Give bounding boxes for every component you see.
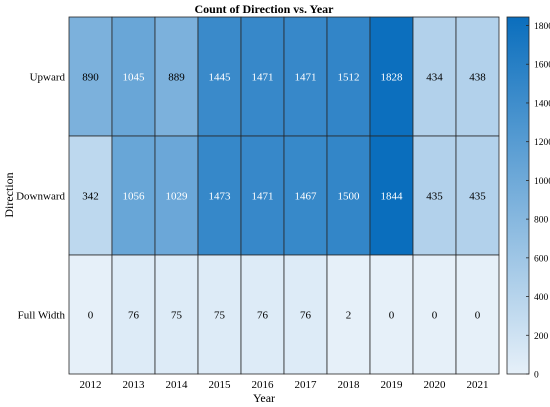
y-tick-label: Downward <box>16 191 65 203</box>
heatmap-cell <box>369 16 414 137</box>
y-axis-label: Direction <box>2 172 16 217</box>
heatmap-cell <box>412 254 457 375</box>
heatmap-cell <box>154 254 199 375</box>
heatmap-cell <box>369 135 414 256</box>
cell-value-label: 0 <box>389 310 395 322</box>
colorbar <box>506 16 530 375</box>
heatmap-cell <box>283 16 328 137</box>
heatmap-cells <box>68 16 500 375</box>
cell-value-label: 890 <box>82 72 99 84</box>
colorbar-tick-label: 200 <box>534 332 549 342</box>
heatmap-cell <box>326 254 371 375</box>
heatmap-cell <box>283 135 328 256</box>
cell-value-label: 1045 <box>123 72 146 84</box>
x-tick-label: 2020 <box>424 379 447 391</box>
cell-value-label: 2 <box>346 310 352 322</box>
heatmap-cell <box>154 135 199 256</box>
chart-title: Count of Direction vs. Year <box>195 2 335 16</box>
cell-value-label: 0 <box>432 310 438 322</box>
heatmap-cell <box>111 254 156 375</box>
heatmap-cell <box>240 254 285 375</box>
colorbar-tick-label: 400 <box>534 293 549 303</box>
cell-value-label: 434 <box>426 72 443 84</box>
cell-value-label: 1844 <box>381 191 404 203</box>
heatmap-cell <box>369 254 414 375</box>
cell-value-label: 1467 <box>295 191 318 203</box>
cell-value-label: 1512 <box>338 72 360 84</box>
y-axis-tick-labels: Upward Downward Full Width <box>16 72 65 322</box>
colorbar-tick-label: 1800 <box>534 22 550 32</box>
x-tick-label: 2014 <box>166 379 189 391</box>
colorbar-tick-label: 1600 <box>534 61 550 71</box>
cell-value-label: 0 <box>88 310 94 322</box>
heatmap-cell <box>326 135 371 256</box>
colorbar-tick-label: 1200 <box>534 138 550 148</box>
cell-value-label: 1471 <box>252 191 274 203</box>
x-tick-label: 2021 <box>467 379 489 391</box>
heatmap-cell <box>68 254 113 375</box>
cell-value-label: 889 <box>168 72 185 84</box>
cell-value-label: 435 <box>426 191 443 203</box>
cell-value-label: 1471 <box>295 72 317 84</box>
cell-value-label: 75 <box>171 310 183 322</box>
cell-value-label: 1056 <box>123 191 146 203</box>
heatmap-cell <box>455 135 500 256</box>
cell-value-label: 435 <box>469 191 486 203</box>
cell-value-label: 1445 <box>209 72 232 84</box>
x-axis-tick-labels: 2012 2013 2014 2015 2016 2017 2018 2019 2020 2021 <box>80 379 489 391</box>
cell-value-label: 342 <box>82 191 99 203</box>
y-tick-label: Upward <box>30 72 66 84</box>
heatmap-cell <box>197 16 242 137</box>
colorbar-tick-label: 1400 <box>534 99 550 109</box>
cell-value-label: 1029 <box>166 191 189 203</box>
x-tick-label: 2018 <box>338 379 361 391</box>
heatmap-cell <box>455 254 500 375</box>
x-tick-label: 2013 <box>123 379 146 391</box>
cell-value-label: 76 <box>257 310 269 322</box>
heatmap-cell <box>111 16 156 137</box>
cell-value-label: 76 <box>128 310 140 322</box>
colorbar-tick-label: 0 <box>534 371 539 381</box>
heatmap-cell <box>412 135 457 256</box>
heatmap-cell <box>240 16 285 137</box>
cell-value-label: 1828 <box>381 72 404 84</box>
heatmap-cell <box>111 135 156 256</box>
x-axis-label: Year <box>253 391 275 405</box>
heatmap-cell <box>68 16 113 137</box>
colorbar-tick-label: 1000 <box>534 177 550 187</box>
cell-value-label: 1471 <box>252 72 274 84</box>
heatmap-cell <box>455 16 500 137</box>
cell-value-label: 75 <box>214 310 226 322</box>
x-tick-label: 2017 <box>295 379 318 391</box>
colorbar-tick-label: 600 <box>534 254 549 264</box>
x-tick-label: 2019 <box>381 379 404 391</box>
cell-value-label: 1500 <box>338 191 361 203</box>
heatmap-cell-labels: 890 1045 889 1445 1471 1471 1512 1828 434 438 342 1… <box>82 72 486 322</box>
cell-value-label: 438 <box>469 72 486 84</box>
cell-value-label: 1473 <box>209 191 232 203</box>
x-tick-label: 2015 <box>209 379 232 391</box>
heatmap-cell <box>197 135 242 256</box>
heatmap-cell <box>154 16 199 137</box>
x-tick-label: 2016 <box>252 379 275 391</box>
cell-value-label: 76 <box>300 310 312 322</box>
x-tick-label: 2012 <box>80 379 102 391</box>
colorbar-tick-labels: 0 200 400 600 800 1000 1200 1400 1600 1800 <box>526 22 550 381</box>
colorbar-tick-label: 800 <box>534 216 549 226</box>
y-tick-label: Full Width <box>18 310 66 322</box>
cell-value-label: 0 <box>475 310 481 322</box>
